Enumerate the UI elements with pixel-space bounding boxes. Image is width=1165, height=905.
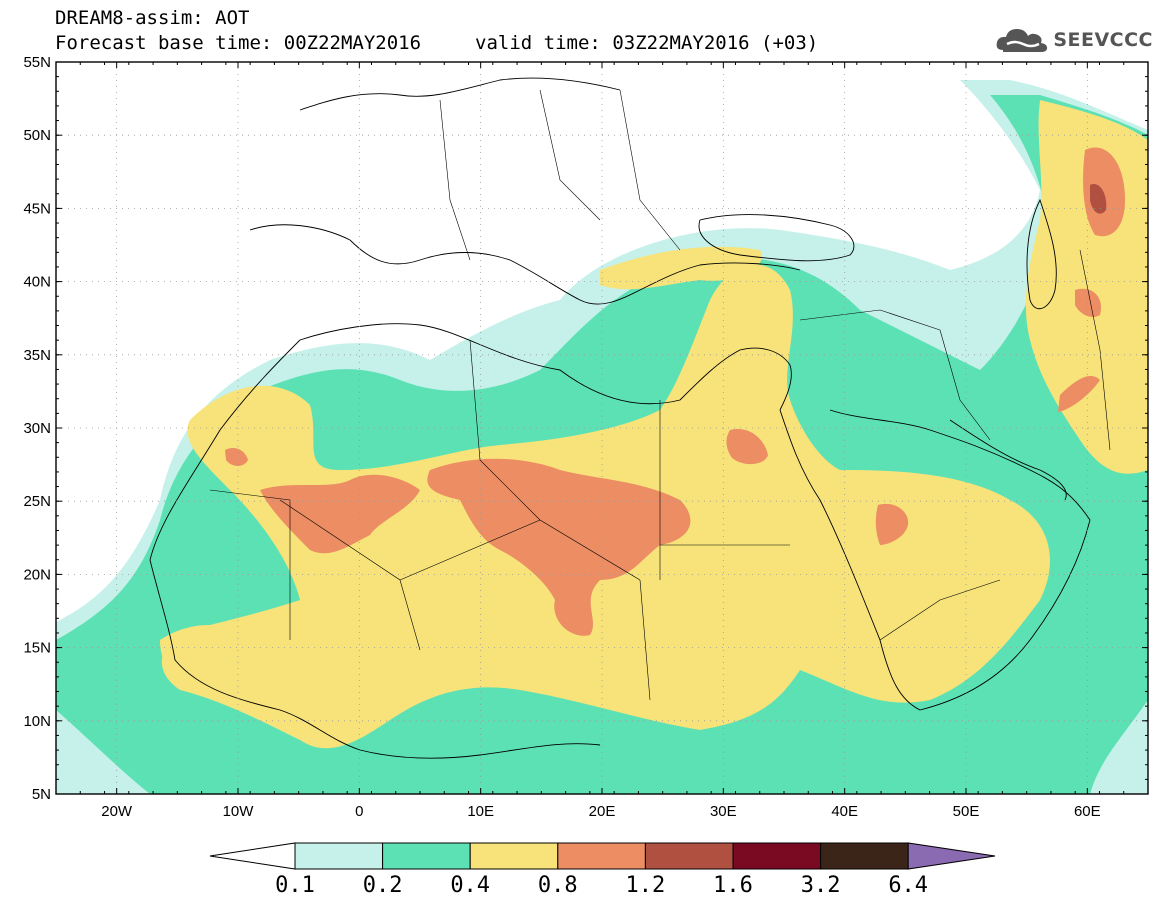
seevccc-logo: SEEVCCC (995, 26, 1153, 54)
lat-label: 5N (32, 786, 51, 803)
colorbar-label: 0.1 (275, 873, 315, 898)
colorbar-arrow-low (209, 842, 296, 870)
border-syria-turkey (799, 309, 941, 331)
contour-0.4-balkans (600, 246, 762, 290)
lon-label: 10W (223, 803, 255, 820)
colorbar-swatch (644, 842, 734, 870)
coast-north-europe (299, 77, 621, 111)
lat-labels: 55N 50N 45N 40N 35N 30N 25N 20N 15N 10N 5N (23, 54, 51, 803)
colorbar-swatch (469, 842, 559, 870)
cloud-icon (996, 29, 1048, 52)
border-chad-sudan (639, 579, 651, 701)
axis-ticks (55, 61, 1149, 795)
contour-0.8-iran (1075, 288, 1101, 317)
lat-label: 30N (23, 420, 51, 437)
gridlines (56, 62, 1148, 794)
border-europe-1 (439, 99, 471, 261)
logo-text: SEEVCCC (1053, 29, 1153, 51)
valid-time: valid time: 03Z22MAY2016 (+03) (475, 32, 819, 54)
forecast-base-time: Forecast base time: 00Z22MAY2016 (55, 32, 422, 54)
lat-label: 10N (23, 713, 51, 730)
lat-label: 50N (23, 127, 51, 144)
border-iraq-iran (939, 329, 991, 441)
colorbar-label: 1.6 (713, 873, 753, 898)
lat-label: 35N (23, 347, 51, 364)
colorbar-label: 0.4 (450, 873, 490, 898)
border-algeria-libya (469, 339, 641, 581)
contour-0.8-egypt (726, 429, 768, 465)
coast-west-africa (149, 559, 601, 759)
contour-0.8-mauritania (225, 448, 248, 466)
lon-label: 10E (467, 803, 494, 820)
lon-label: 30E (710, 803, 737, 820)
colorbar-label: 6.4 (888, 873, 928, 898)
contour-0.8-mali (260, 474, 420, 554)
lon-labels: 20W 10W 0 10E 20E 30E 40E 50E 60E (101, 803, 1100, 820)
lon-label: 0 (355, 803, 363, 820)
coast-caspian (1026, 198, 1057, 310)
lon-label: 20W (101, 803, 133, 820)
lon-label: 60E (1074, 803, 1101, 820)
lat-label: 25N (23, 493, 51, 510)
border-europe-2 (539, 89, 601, 221)
contour-0.8-libya (427, 458, 691, 636)
lat-label: 40N (23, 274, 51, 291)
colorbar-labels: 0.1 0.2 0.4 0.8 1.2 1.6 3.2 6.4 (275, 873, 928, 898)
coast-europe (249, 224, 801, 305)
lat-label: 45N (23, 200, 51, 217)
contour-0.4-west-africa (160, 625, 253, 690)
coast-red-sea (779, 409, 1091, 711)
colorbar-swatch (294, 842, 384, 870)
border-europe-3 (619, 89, 681, 251)
border-mauritania (209, 489, 291, 640)
colorbar-label: 0.2 (363, 873, 403, 898)
contour-1.2-caspian (1090, 184, 1107, 214)
colorbar-label: 0.8 (538, 873, 578, 898)
border-saudi-yemen (879, 579, 1001, 641)
map-title: DREAM8-assim: AOT (55, 7, 250, 29)
country-borders (209, 89, 1111, 701)
lat-label: 20N (23, 566, 51, 583)
lon-label: 20E (589, 803, 616, 820)
coastlines (149, 77, 1091, 759)
border-iran-afghan (1079, 249, 1111, 451)
lat-label: 55N (23, 54, 51, 71)
colorbar (209, 842, 996, 870)
coast-north-africa (149, 323, 792, 561)
coast-persian-gulf (949, 419, 1067, 501)
contour-0.8-caspian (1083, 147, 1125, 237)
contour-0.8-arabia (875, 503, 909, 545)
colorbar-swatch (820, 842, 909, 870)
lat-label: 15N (23, 640, 51, 657)
colorbar-arrow-high (907, 842, 996, 870)
lon-label: 50E (953, 803, 980, 820)
lon-label: 40E (831, 803, 858, 820)
map-subtitle: Forecast base time: 00Z22MAY2016 valid ti… (55, 33, 818, 54)
contour-0.8-afghan (1058, 375, 1100, 412)
colorbar-label: 3.2 (801, 873, 841, 898)
colorbar-swatch (557, 842, 646, 870)
border-niger (399, 519, 541, 581)
colorbar-swatch (732, 842, 822, 870)
colorbar-label: 1.2 (626, 873, 666, 898)
colorbar-swatch (382, 842, 471, 870)
coast-black-sea (698, 214, 855, 262)
